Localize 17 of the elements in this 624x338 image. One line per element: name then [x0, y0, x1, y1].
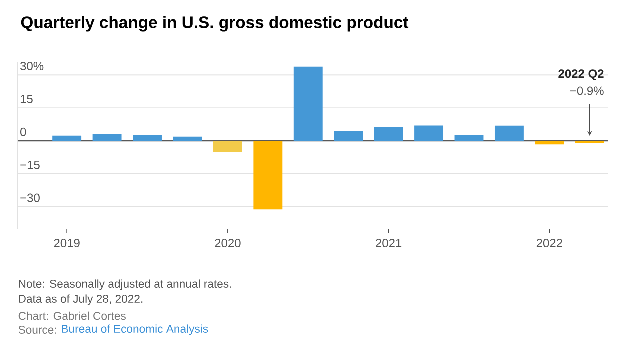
x-tick-label: 2019 — [54, 239, 80, 248]
text: Chart: Gabriel Cortes — [18, 312, 126, 320]
y-tick-label: −30 — [20, 194, 40, 202]
text: Data as of July 28, 2022. — [19, 294, 143, 306]
x-tick-label: 2021 — [376, 239, 402, 248]
text: Bureau of Economic Analysis — [62, 324, 208, 336]
text: Note: Seasonally adjusted at annual rates. — [19, 280, 232, 290]
y-tick-label: 15 — [20, 95, 33, 104]
annotation: −0.9% — [570, 86, 604, 96]
y-tick-label: −15 — [20, 160, 40, 170]
x-tick-label: 2020 — [215, 239, 241, 248]
y-tick-label: 30% — [20, 62, 44, 70]
annotation: 2022 Q2 — [558, 70, 604, 80]
x-tick-label: 2022 — [536, 239, 562, 248]
chart-title: Quarterly change in U.S. gross domestic product — [21, 16, 409, 32]
source-note: Source: — [18, 326, 56, 334]
y-tick-label: 0 — [20, 128, 26, 136]
